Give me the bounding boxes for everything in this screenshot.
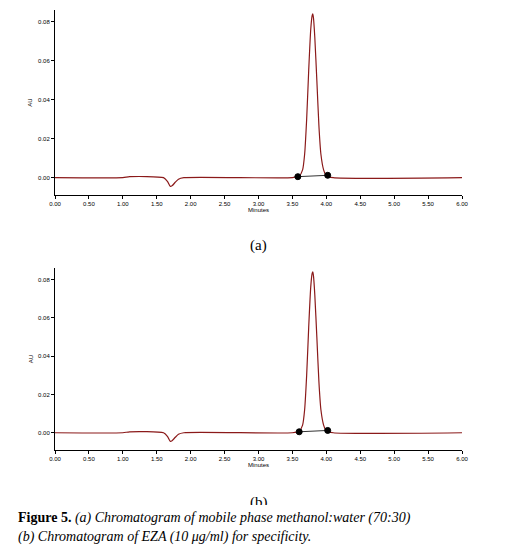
svg-text:6.00: 6.00 bbox=[456, 456, 468, 462]
html-text:(b) Chromatogram of EZA (10 μg: (b) Chromatogram of EZA (10 μg/ml) for s… bbox=[18, 529, 312, 544]
svg-text:0.50: 0.50 bbox=[83, 201, 95, 207]
svg-text:(b): (b) bbox=[250, 494, 268, 505]
svg-text:0.06: 0.06 bbox=[38, 315, 50, 321]
svg-text:2.50: 2.50 bbox=[219, 456, 231, 462]
svg-text:0.02: 0.02 bbox=[38, 136, 50, 142]
svg-text:1.00: 1.00 bbox=[117, 456, 129, 462]
svg-text:0.00: 0.00 bbox=[38, 175, 50, 181]
svg-text:1.50: 1.50 bbox=[151, 201, 163, 207]
svg-text:3.50: 3.50 bbox=[287, 456, 299, 462]
svg-text:0.08: 0.08 bbox=[38, 19, 50, 25]
svg-text:2.00: 2.00 bbox=[185, 456, 197, 462]
svg-text:Minutes: Minutes bbox=[248, 207, 269, 213]
svg-text:0.00: 0.00 bbox=[49, 201, 61, 207]
svg-text:3.00: 3.00 bbox=[253, 201, 265, 207]
svg-text:4.00: 4.00 bbox=[320, 456, 332, 462]
svg-text:1.50: 1.50 bbox=[151, 456, 163, 462]
svg-text:3.00: 3.00 bbox=[253, 456, 265, 462]
svg-text:1.00: 1.00 bbox=[117, 201, 129, 207]
svg-text:0.02: 0.02 bbox=[38, 392, 50, 398]
svg-text:0.00: 0.00 bbox=[38, 430, 50, 436]
svg-text:4.50: 4.50 bbox=[354, 201, 366, 207]
svg-text:4.00: 4.00 bbox=[320, 201, 332, 207]
svg-text:4.50: 4.50 bbox=[354, 456, 366, 462]
svg-text:3.50: 3.50 bbox=[287, 201, 299, 207]
svg-text:0.50: 0.50 bbox=[83, 456, 95, 462]
html-text:Figure 5. (a) Chromatogram of: Figure 5. (a) Chromatogram of mobile pha… bbox=[18, 510, 411, 525]
svg-text:2.00: 2.00 bbox=[185, 201, 197, 207]
svg-text:(a): (a) bbox=[250, 237, 267, 254]
svg-text:5.00: 5.00 bbox=[388, 456, 400, 462]
svg-text:0.06: 0.06 bbox=[38, 58, 50, 64]
svg-text:0.00: 0.00 bbox=[49, 456, 61, 462]
svg-text:0.04: 0.04 bbox=[38, 97, 50, 103]
svg-text:2.50: 2.50 bbox=[219, 201, 231, 207]
svg-text:AU: AU bbox=[28, 98, 34, 106]
svg-text:5.50: 5.50 bbox=[422, 201, 434, 207]
svg-text:6.00: 6.00 bbox=[456, 201, 468, 207]
svg-text:0.08: 0.08 bbox=[38, 277, 50, 283]
svg-text:0.04: 0.04 bbox=[38, 353, 50, 359]
svg-text:5.50: 5.50 bbox=[422, 456, 434, 462]
svg-text:5.00: 5.00 bbox=[388, 201, 400, 207]
svg-text:Minutes: Minutes bbox=[248, 462, 269, 468]
svg-text:AU: AU bbox=[28, 355, 34, 363]
